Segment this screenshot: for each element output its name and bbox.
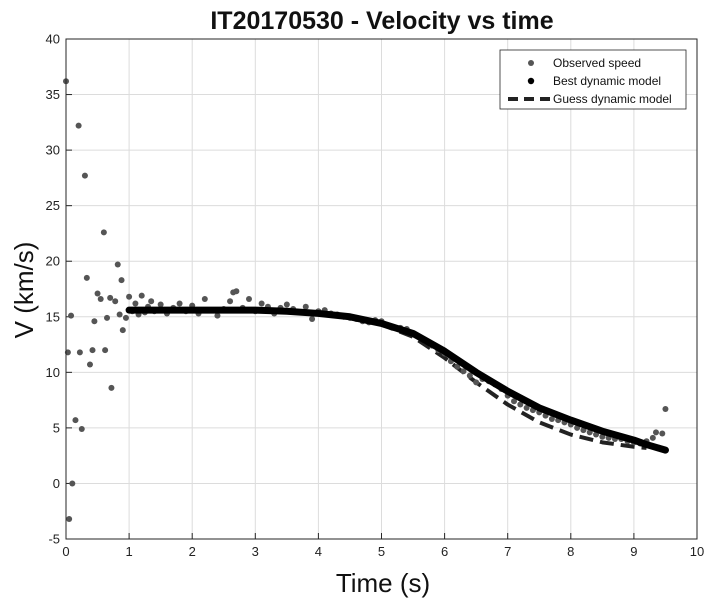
observed-speed-point	[107, 294, 114, 301]
legend-marker-best-dynamic-model	[527, 77, 535, 85]
observed-speed-point	[233, 288, 240, 295]
observed-speed-point	[66, 516, 73, 522]
y-tick-label: 15	[46, 309, 60, 324]
observed-speed-point	[78, 426, 85, 432]
observed-speed-point	[75, 122, 82, 129]
observed-speed-point	[86, 361, 93, 368]
series-layer	[63, 78, 669, 522]
observed-speed-point	[102, 347, 109, 354]
observed-speed-point	[659, 430, 666, 437]
observed-speed-point	[122, 314, 129, 321]
legend-label-observed-speed: Observed speed	[553, 56, 641, 70]
x-tick-label: 3	[252, 544, 259, 559]
observed-speed-point	[227, 298, 234, 305]
observed-speed-point	[258, 300, 265, 307]
legend-marker-observed-speed	[528, 60, 534, 66]
observed-speed-point	[68, 312, 75, 319]
plot-frame	[65, 38, 698, 540]
observed-speed-point	[245, 296, 252, 302]
observed-speed-point	[91, 318, 98, 325]
observed-speed-point	[517, 401, 524, 408]
observed-speed-point	[309, 316, 316, 322]
best-dynamic-model-end-point	[662, 446, 669, 454]
y-axis-label: V (km/s)	[9, 242, 39, 339]
x-tick-label: 7	[504, 544, 511, 559]
chart-title: IT20170530 - Velocity vs time	[210, 7, 553, 35]
observed-speed-point	[176, 300, 183, 307]
observed-speed-point	[283, 301, 290, 308]
legend-label-best-dynamic-model: Best dynamic model	[553, 74, 661, 88]
observed-speed-point	[454, 363, 461, 370]
x-tick-label: 2	[189, 544, 196, 559]
observed-speed-point	[97, 296, 104, 302]
observed-speed-point	[104, 314, 111, 321]
observed-speed-point	[119, 327, 126, 334]
observed-speed-point	[72, 417, 79, 424]
x-tick-label: 4	[315, 544, 322, 559]
x-tick-label: 6	[441, 544, 448, 559]
y-tick-label: 20	[46, 254, 60, 269]
observed-speed-point	[89, 347, 96, 354]
observed-speed-point	[148, 298, 155, 305]
observed-speed-point	[69, 480, 76, 487]
observed-speed-point	[214, 312, 221, 319]
legend: Observed speed Best dynamic model Guess …	[499, 49, 687, 110]
observed-speed-point	[548, 416, 555, 422]
x-axis-label: Time (s)	[336, 568, 430, 598]
observed-speed-point	[114, 261, 121, 268]
observed-speed-point	[652, 429, 659, 436]
y-tick-label: 40	[46, 32, 60, 47]
y-tick-label: 35	[46, 87, 60, 102]
observed-speed-point	[116, 311, 123, 318]
observed-speed-point	[118, 277, 125, 284]
observed-speed-point	[126, 293, 133, 300]
observed-speed-point	[302, 303, 309, 310]
x-tick-label: 5	[378, 544, 385, 559]
x-tick-label: 10	[690, 544, 704, 559]
y-tick-label: 10	[46, 365, 60, 380]
observed-speed-point	[108, 384, 115, 391]
y-tick-label: -5	[48, 532, 60, 547]
observed-speed-point	[76, 349, 83, 356]
y-tick-label: 25	[46, 198, 60, 213]
observed-speed-point	[511, 398, 518, 405]
observed-speed-point	[112, 298, 119, 305]
observed-speed-point	[460, 368, 467, 375]
observed-speed-point	[201, 296, 208, 302]
observed-speed-point	[100, 229, 107, 236]
observed-speed-point	[83, 274, 90, 281]
x-tick-label: 0	[62, 544, 69, 559]
observed-speed-point	[81, 172, 88, 179]
observed-speed-point	[157, 301, 164, 308]
y-tick-label: 5	[53, 420, 60, 435]
x-tick-label: 1	[125, 544, 132, 559]
best-dynamic-model-line	[125, 306, 669, 454]
observed-speed-point	[662, 406, 669, 412]
observed-speed-point	[523, 404, 530, 411]
observed-speed-point	[94, 290, 101, 297]
observed-speed-point	[473, 379, 480, 386]
observed-speed-point	[132, 300, 139, 307]
x-tick-label: 8	[567, 544, 574, 559]
observed-speed-point	[466, 372, 473, 379]
y-tick-label: 0	[53, 476, 60, 491]
observed-speed-point	[138, 292, 145, 299]
observed-speed-point	[649, 434, 656, 441]
legend-label-guess-dynamic-model: Guess dynamic model	[553, 92, 672, 106]
y-tick-label: 30	[46, 143, 60, 158]
x-tick-label: 9	[630, 544, 637, 559]
